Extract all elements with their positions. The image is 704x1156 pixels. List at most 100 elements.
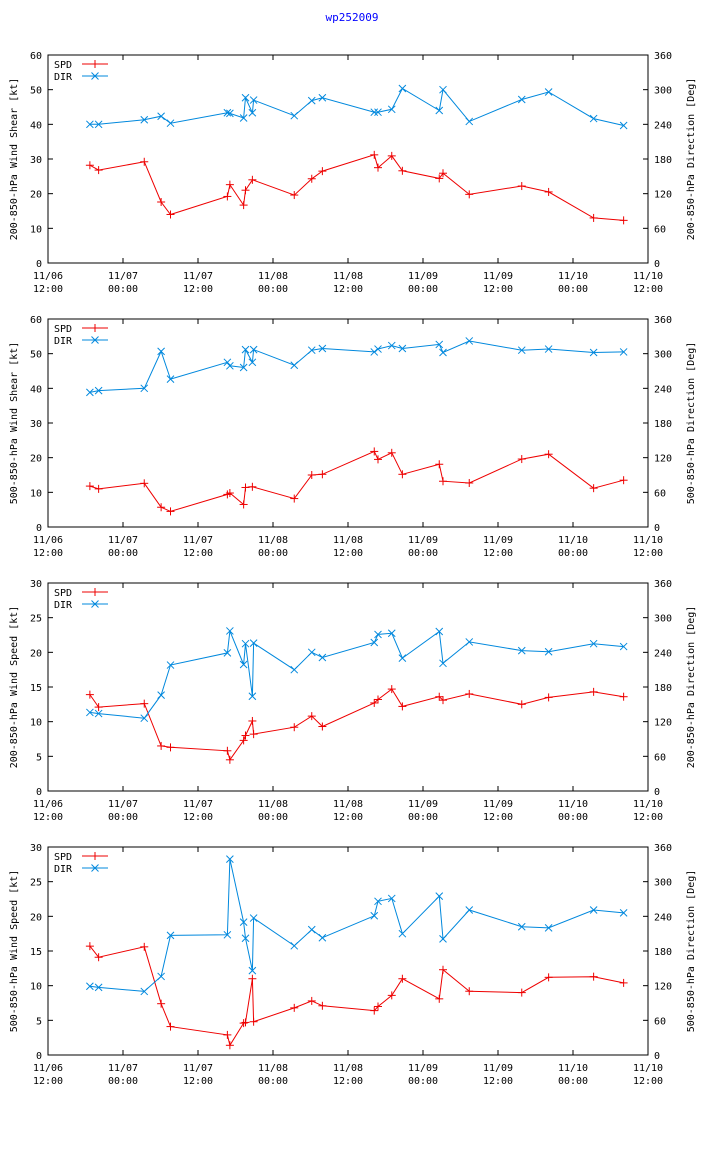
- dir-point: [248, 358, 257, 367]
- dir-point: [544, 345, 553, 353]
- spd-point: [248, 974, 257, 983]
- x-tick-label-time: 00:00: [408, 1076, 438, 1087]
- dir-marker-b: [307, 925, 316, 934]
- dir-point: [86, 120, 94, 129]
- y-left-tick-label: 60: [30, 51, 42, 62]
- dir-marker-b: [387, 105, 396, 114]
- dir-marker-b: [387, 894, 396, 903]
- dir-marker-b: [619, 642, 628, 651]
- y-left-tick-label: 20: [30, 190, 42, 201]
- dir-point: [241, 934, 250, 943]
- y-left-tick-label: 30: [30, 843, 42, 854]
- y-left-tick-label: 20: [30, 912, 42, 923]
- dir-marker-b: [398, 344, 407, 353]
- y-right-tick-label: 300: [654, 878, 672, 889]
- series-dir-line: [89, 87, 624, 126]
- legend-marker-dir-b: [91, 336, 99, 344]
- dir-marker-b: [290, 111, 299, 120]
- spd-point: [94, 484, 103, 493]
- x-tick-label-time: 00:00: [408, 284, 438, 295]
- y-left-tick-label: 30: [30, 579, 42, 590]
- series-spd-line: [89, 945, 624, 1047]
- spd-point: [318, 722, 327, 731]
- y-left-axis-label: 200-850-hPa Wind Shear [kt]: [9, 78, 20, 241]
- dir-point: [619, 121, 628, 130]
- y-right-tick-label: 180: [654, 683, 672, 694]
- x-tick-label-time: 00:00: [258, 284, 288, 295]
- dir-point: [223, 358, 232, 367]
- spd-point: [374, 1002, 382, 1011]
- dir-point: [318, 653, 327, 662]
- legend-label-dir: DIR: [54, 336, 73, 347]
- spd-point: [241, 186, 250, 195]
- spd-point: [318, 167, 327, 176]
- dir-point: [517, 646, 526, 655]
- legend-label-dir: DIR: [54, 600, 73, 611]
- dir-point: [226, 109, 234, 118]
- dir-marker-b: [439, 659, 447, 668]
- dir-marker-b: [239, 660, 248, 669]
- spd-point: [398, 702, 407, 711]
- spd-point: [398, 974, 407, 983]
- chart-panel-1: 0 10 20 30 40 50 60 0 60 120 180 240 300 360 11/06 12:0…: [9, 51, 697, 295]
- spd-point: [140, 699, 149, 708]
- y-left-tick-label: 40: [30, 384, 42, 395]
- spd-point: [239, 201, 248, 210]
- spd-point: [544, 450, 553, 459]
- dir-marker-b: [544, 88, 553, 96]
- y-right-tick-label: 180: [654, 155, 672, 166]
- x-tick-label-date: 11/08: [258, 1063, 288, 1074]
- dir-point: [140, 384, 149, 393]
- y-right-tick-label: 120: [654, 982, 672, 993]
- x-tick-label-date: 11/10: [633, 799, 663, 810]
- y-left-axis-label: 500-850-hPa Wind Shear [kt]: [9, 342, 20, 505]
- dir-marker-b: [544, 647, 553, 656]
- dir-point: [307, 925, 316, 934]
- dir-marker-b: [248, 966, 257, 975]
- dir-marker-b: [157, 347, 165, 356]
- dir-point: [226, 855, 234, 863]
- spd-point: [239, 500, 248, 509]
- x-tick-label-date: 11/09: [483, 1063, 513, 1074]
- series-spd: [85, 685, 628, 764]
- x-tick-label-date: 11/09: [408, 535, 438, 546]
- dir-point: [249, 639, 258, 647]
- x-tick-label-date: 11/10: [558, 535, 588, 546]
- x-tick-label-time: 12:00: [483, 284, 513, 295]
- chart-panel-3: 05101520253006012018024030036011/0612:00…: [9, 579, 697, 823]
- dir-point: [435, 340, 444, 349]
- dir-point: [248, 108, 257, 117]
- dir-marker-b: [318, 653, 327, 662]
- x-tick-label-time: 12:00: [633, 1076, 663, 1087]
- spd-point: [290, 494, 299, 503]
- dir-point: [290, 111, 299, 120]
- spd-point: [465, 478, 474, 487]
- dir-point: [248, 692, 257, 701]
- dir-point: [86, 982, 94, 991]
- dir-point: [226, 361, 234, 370]
- dir-marker-b: [241, 93, 250, 102]
- y-left-tick-label: 15: [30, 947, 42, 958]
- dir-marker-b: [307, 648, 316, 657]
- y-right-tick-label: 180: [654, 419, 672, 430]
- y-left-tick-label: 20: [30, 648, 42, 659]
- y-right-tick-label: 360: [654, 843, 672, 854]
- y-left-tick-label: 10: [30, 718, 42, 729]
- x-tick-label-date: 11/07: [183, 799, 213, 810]
- dir-marker-b: [86, 982, 94, 991]
- dir-point: [318, 344, 327, 353]
- dir-point: [619, 642, 628, 651]
- x-tick-label-date: 11/06: [33, 271, 63, 282]
- dir-point: [544, 647, 553, 656]
- dir-marker-b: [439, 348, 447, 357]
- dir-marker-b: [398, 654, 407, 662]
- dir-point: [249, 914, 258, 922]
- dir-point: [166, 119, 175, 128]
- spd-point: [248, 716, 257, 725]
- dir-marker-b: [307, 96, 316, 105]
- dir-point: [249, 345, 258, 354]
- x-tick-label-time: 12:00: [33, 284, 63, 295]
- x-tick-label-date: 11/08: [258, 271, 288, 282]
